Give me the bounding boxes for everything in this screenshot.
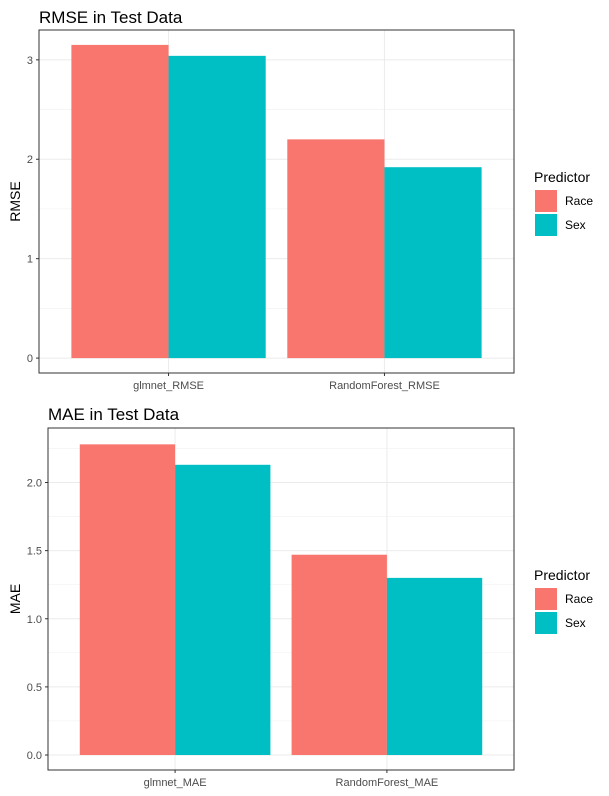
y-tick-label: 1.0 — [27, 614, 42, 626]
y-tick-label: 1 — [27, 254, 33, 266]
legend-key-race — [535, 190, 557, 212]
legend-key-sex — [535, 214, 557, 236]
y-tick-label: 0.5 — [27, 682, 42, 694]
chart-title: MAE in Test Data — [48, 405, 180, 424]
y-tick-label: 2 — [27, 154, 33, 166]
bar-sex-RandomForest_RMSE — [384, 167, 482, 359]
bar-sex-RandomForest_MAE — [386, 577, 483, 756]
legend-label-race: Race — [565, 592, 593, 606]
chart-2: MAE in Test Data 0.0 0.5 1.0 1.5 2.0 glmnet_MA… — [7, 405, 593, 789]
y-tick-label: 2.0 — [27, 478, 42, 490]
y-tick-label: 0 — [27, 353, 33, 365]
bar-race-glmnet_MAE — [79, 444, 176, 756]
chart-1: RMSE in Test Data 0 1 2 3 glmnet_RMSE RandomFo… — [7, 8, 593, 392]
legend-label-sex: Sex — [565, 218, 586, 232]
y-axis-title: RMSE — [7, 181, 23, 221]
panel-border — [38, 29, 515, 374]
bar-race-RandomForest_RMSE — [287, 139, 385, 359]
bar-sex-glmnet_RMSE — [168, 55, 266, 359]
x-tick-label: RandomForest_MAE — [336, 777, 439, 789]
legend-key-sex — [535, 612, 557, 634]
legend-title: Predictor — [534, 567, 590, 583]
x-tick-label: RandomForest_RMSE — [329, 380, 440, 392]
legend-title: Predictor — [534, 169, 590, 185]
panel-border — [47, 427, 515, 771]
legend-key-race — [535, 588, 557, 610]
bar-sex-glmnet_MAE — [175, 464, 271, 756]
y-tick-label: 0.0 — [27, 750, 42, 762]
bar-race-glmnet_RMSE — [71, 44, 169, 359]
legend-label-race: Race — [565, 194, 593, 208]
x-tick-label: glmnet_MAE — [144, 777, 207, 789]
bar-race-RandomForest_MAE — [291, 554, 387, 756]
chart-title: RMSE in Test Data — [39, 8, 183, 27]
y-tick-label: 3 — [27, 55, 33, 67]
y-tick-label: 1.5 — [27, 546, 42, 558]
x-tick-label: glmnet_RMSE — [133, 380, 204, 392]
legend-label-sex: Sex — [565, 616, 586, 630]
y-axis-title: MAE — [7, 584, 23, 614]
